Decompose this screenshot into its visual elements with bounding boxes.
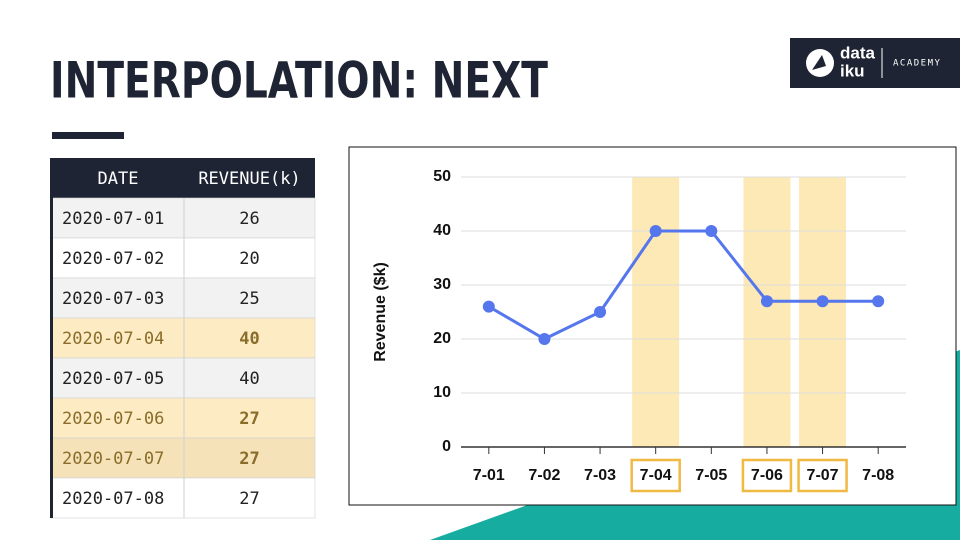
point bbox=[594, 306, 607, 318]
point bbox=[872, 295, 885, 308]
cell-date: 2020-07-08 bbox=[62, 489, 164, 509]
logo-word: iku bbox=[840, 61, 865, 80]
cell-date: 2020-07-02 bbox=[62, 249, 164, 269]
highlight-band bbox=[632, 177, 680, 447]
point bbox=[816, 295, 829, 308]
cell-revenue: 40 bbox=[239, 329, 259, 349]
x-tick-label: 7-03 bbox=[584, 467, 616, 484]
x-tick-label: 7-02 bbox=[528, 467, 560, 484]
highlight-band bbox=[799, 177, 847, 447]
table-left-edge bbox=[50, 158, 53, 518]
x-tick-label: 7-05 bbox=[695, 467, 727, 484]
title-underline bbox=[52, 132, 124, 139]
y-tick-label: 20 bbox=[433, 330, 451, 347]
cell-revenue: 25 bbox=[239, 289, 259, 309]
cell-date: 2020-07-01 bbox=[62, 209, 164, 229]
table-header bbox=[52, 158, 315, 198]
cell-revenue: 20 bbox=[239, 249, 259, 269]
cell-revenue: 26 bbox=[239, 209, 259, 229]
category-highlight bbox=[630, 458, 681, 493]
column-header: REVENUE(k) bbox=[198, 169, 300, 189]
cell-revenue: 27 bbox=[239, 409, 259, 429]
category-highlight bbox=[797, 458, 848, 493]
point bbox=[760, 295, 773, 308]
chart: 0 10 20 30 40 50 Revenue ($k) 7-01 7-02 7-03 7-04 7… bbox=[372, 168, 906, 493]
cell-date: 2020-07-03 bbox=[62, 289, 164, 309]
point bbox=[538, 333, 551, 345]
line bbox=[488, 229, 879, 341]
category-highlight bbox=[741, 458, 793, 493]
x-tick-label: 7-01 bbox=[473, 467, 505, 484]
cell-revenue: 40 bbox=[239, 369, 259, 389]
y-tick-label: 50 bbox=[433, 168, 451, 185]
point bbox=[705, 225, 718, 237]
y-tick-label: 30 bbox=[433, 276, 451, 293]
logo-word: data bbox=[840, 43, 876, 62]
logo-tag: ACADEMY bbox=[893, 59, 941, 69]
column-header: DATE bbox=[98, 169, 139, 189]
x-tick-label: 7-07 bbox=[807, 467, 839, 484]
x-tick-label: 7-08 bbox=[862, 467, 894, 484]
y-tick-label: 40 bbox=[433, 222, 451, 239]
x-tick-label: 7-06 bbox=[751, 467, 783, 484]
highlight-band bbox=[743, 177, 791, 447]
x-tick-label: 7-04 bbox=[640, 467, 672, 484]
cell-revenue: 27 bbox=[239, 449, 259, 469]
cell-date: 2020-07-04 bbox=[62, 329, 164, 349]
cell-date: 2020-07-05 bbox=[62, 369, 164, 389]
title: INTERPOLATION: NEXT bbox=[50, 52, 548, 110]
cell-revenue: 27 bbox=[239, 489, 259, 509]
y-axis-label: Revenue ($k) bbox=[372, 262, 389, 362]
point bbox=[649, 225, 662, 237]
logo-bird bbox=[812, 55, 826, 70]
cell-date: 2020-07-07 bbox=[62, 449, 164, 469]
y-tick-label: 0 bbox=[442, 438, 451, 455]
point bbox=[482, 300, 495, 313]
cell-date: 2020-07-06 bbox=[62, 409, 164, 429]
y-tick-label: 10 bbox=[433, 384, 451, 401]
